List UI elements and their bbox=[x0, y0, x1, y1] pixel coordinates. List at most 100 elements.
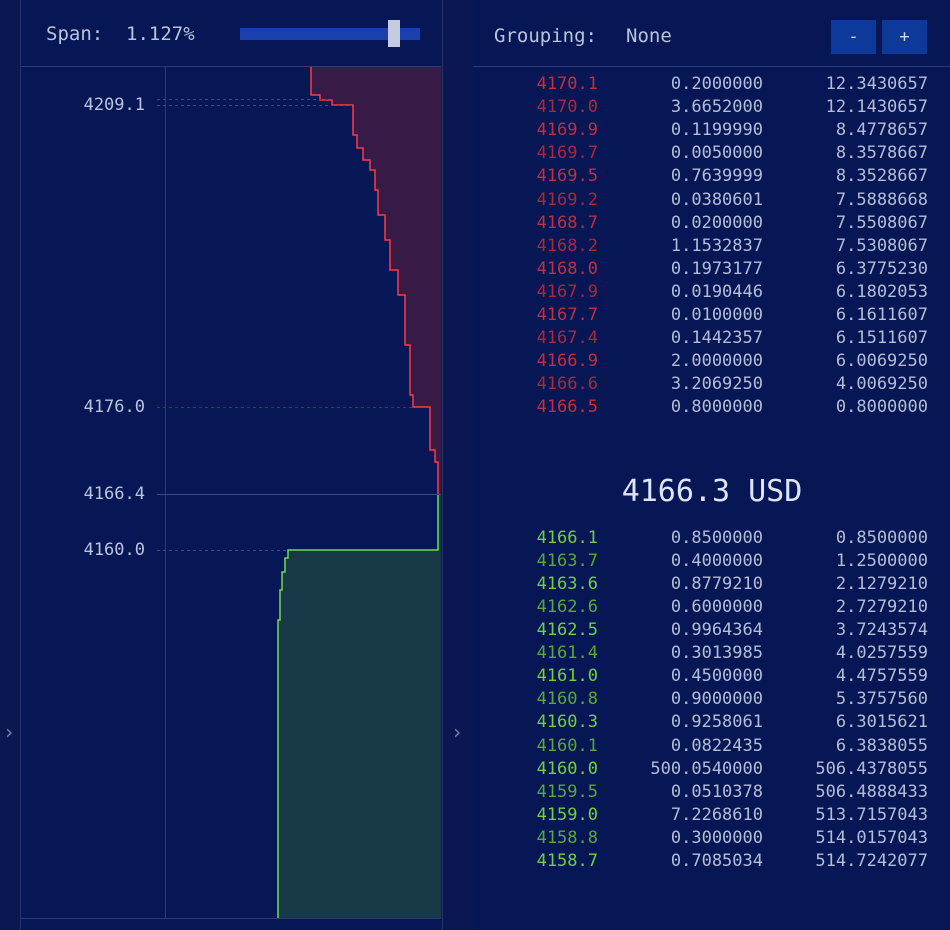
ask-price: 4170.0 bbox=[536, 97, 598, 118]
divider-strip bbox=[442, 0, 474, 930]
bid-size: 0.9258061 bbox=[670, 712, 763, 733]
slider-thumb[interactable] bbox=[388, 20, 400, 47]
ask-price: 4168.2 bbox=[536, 235, 598, 256]
grouping-value: None bbox=[626, 25, 672, 47]
ask-size: 0.1973177 bbox=[670, 258, 763, 279]
ask-total: 8.3528667 bbox=[835, 166, 928, 187]
bid-price: 4160.0 bbox=[536, 758, 598, 779]
ask-total: 6.1802053 bbox=[835, 281, 928, 302]
bid-total: 513.7157043 bbox=[815, 804, 928, 825]
bid-size: 0.8779210 bbox=[670, 574, 763, 595]
bid-size: 7.2268610 bbox=[670, 804, 763, 825]
grouping-label: Grouping: bbox=[494, 25, 597, 47]
bid-size: 0.7085034 bbox=[670, 850, 763, 871]
bid-total: 4.0257559 bbox=[835, 643, 928, 664]
mid-price: 4166.3 USD bbox=[621, 474, 803, 509]
bid-total: 0.8500000 bbox=[835, 528, 928, 548]
bid-total: 6.3838055 bbox=[835, 735, 928, 756]
bid-total: 514.7242077 bbox=[815, 850, 928, 871]
ask-total: 6.1511607 bbox=[835, 328, 928, 349]
ask-price: 4169.7 bbox=[536, 143, 598, 164]
bid-size: 0.9000000 bbox=[670, 689, 763, 710]
ask-size: 3.6652000 bbox=[670, 97, 763, 118]
ask-size: 0.0100000 bbox=[670, 305, 763, 325]
book-panel: Grouping: None - + 4166.3 USD 4170.1 0.20… bbox=[473, 0, 950, 930]
ask-total: 8.4778657 bbox=[835, 120, 928, 141]
span-label: Span: bbox=[46, 23, 104, 45]
ask-price: 4169.5 bbox=[536, 166, 598, 187]
increase-button[interactable]: + bbox=[882, 20, 927, 54]
bid-size: 500.0540000 bbox=[650, 758, 763, 779]
bid-price: 4161.0 bbox=[536, 666, 598, 687]
span-value: 1.127% bbox=[126, 23, 195, 45]
ask-price: 4168.7 bbox=[536, 212, 598, 233]
bid-price: 4161.4 bbox=[536, 643, 598, 664]
bid-total: 506.4888433 bbox=[815, 781, 928, 802]
bid-area bbox=[278, 494, 441, 918]
bid-curve bbox=[277, 494, 439, 918]
ask-price: 4166.5 bbox=[536, 397, 598, 418]
bid-price: 4162.6 bbox=[536, 597, 598, 618]
bid-size: 0.6000000 bbox=[670, 597, 763, 618]
bid-total: 4.4757559 bbox=[835, 666, 928, 687]
bid-size: 0.0822435 bbox=[670, 735, 763, 756]
bid-size: 0.8500000 bbox=[670, 528, 763, 548]
bid-price: 4159.5 bbox=[536, 781, 598, 802]
ask-area bbox=[311, 67, 441, 494]
ask-total: 6.0069250 bbox=[835, 351, 928, 372]
bid-size: 0.4000000 bbox=[670, 551, 763, 572]
price-label: 4160.0 bbox=[84, 540, 145, 560]
left-strip bbox=[0, 0, 21, 930]
bid-price: 4163.6 bbox=[536, 574, 598, 595]
expand-left[interactable]: › bbox=[3, 720, 16, 744]
ask-price: 4166.6 bbox=[536, 374, 598, 395]
ask-total: 7.5508067 bbox=[835, 212, 928, 233]
bid-size: 0.9964364 bbox=[670, 620, 763, 641]
ask-size: 0.0380601 bbox=[670, 189, 763, 210]
expand-right[interactable]: › bbox=[451, 720, 464, 744]
bid-total: 506.4378055 bbox=[815, 758, 928, 779]
ask-price: 4170.1 bbox=[536, 74, 598, 94]
ask-price: 4167.9 bbox=[536, 281, 598, 302]
bid-total: 2.1279210 bbox=[835, 574, 928, 595]
decrease-button[interactable]: - bbox=[831, 20, 876, 54]
bid-total: 5.3757560 bbox=[835, 689, 928, 710]
ask-price: 4169.9 bbox=[536, 120, 598, 141]
bid-price: 4159.0 bbox=[536, 804, 598, 825]
bid-total: 1.2500000 bbox=[835, 551, 928, 572]
bid-size: 0.3013985 bbox=[670, 643, 763, 664]
span-slider[interactable] bbox=[240, 28, 420, 40]
bid-size: 0.4500000 bbox=[670, 666, 763, 687]
ask-size: 0.7639999 bbox=[670, 166, 763, 187]
header-border bbox=[473, 66, 950, 67]
bid-price: 4166.1 bbox=[536, 528, 598, 548]
ask-size: 0.1442357 bbox=[670, 328, 763, 349]
ask-total: 4.0069250 bbox=[835, 374, 928, 395]
ask-price: 4166.9 bbox=[536, 351, 598, 372]
bid-total: 514.0157043 bbox=[815, 827, 928, 848]
ask-size: 0.0190446 bbox=[670, 281, 763, 302]
ask-total: 6.3775230 bbox=[835, 258, 928, 279]
ask-total: 0.8000000 bbox=[835, 397, 928, 418]
depth-chart: 4209.1 4176.0 4166.4 4160.0 bbox=[21, 66, 441, 919]
price-label: 4166.4 bbox=[84, 484, 145, 504]
bid-total: 6.3015621 bbox=[835, 712, 928, 733]
bid-size: 0.0510378 bbox=[670, 781, 763, 802]
bid-size: 0.3000000 bbox=[670, 827, 763, 848]
bid-total: 2.7279210 bbox=[835, 597, 928, 618]
price-label: 4176.0 bbox=[84, 397, 145, 417]
bid-total: 3.7243574 bbox=[835, 620, 928, 641]
ask-price: 4168.0 bbox=[536, 258, 598, 279]
ask-size: 1.1532837 bbox=[670, 235, 763, 256]
bid-price: 4158.7 bbox=[536, 850, 598, 871]
ask-total: 12.1430657 bbox=[825, 97, 928, 118]
ask-size: 0.1199990 bbox=[670, 120, 763, 141]
ask-size: 3.2069250 bbox=[670, 374, 763, 395]
ask-total: 8.3578667 bbox=[835, 143, 928, 164]
ask-size: 0.0050000 bbox=[670, 143, 763, 164]
ask-total: 6.1611607 bbox=[835, 305, 928, 325]
ask-total: 12.3430657 bbox=[825, 74, 928, 94]
order-rows: 4166.3 USD 4170.1 0.2000000 12.3430657 4170… bbox=[473, 0, 950, 930]
bid-price: 4158.8 bbox=[536, 827, 598, 848]
